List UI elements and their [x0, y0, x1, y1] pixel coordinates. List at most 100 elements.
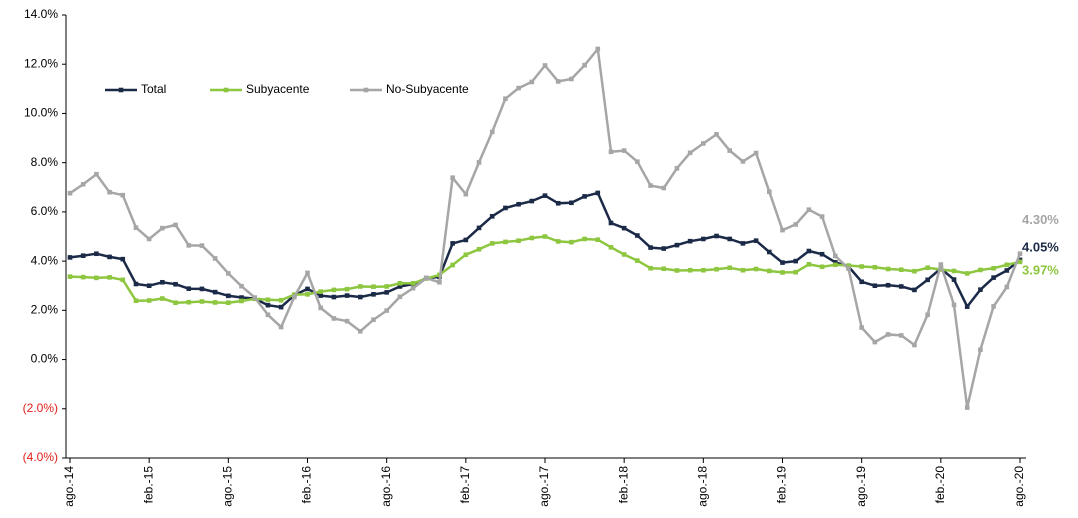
data-point	[450, 262, 455, 268]
data-point	[701, 236, 706, 242]
data-point	[925, 277, 930, 283]
data-point	[476, 246, 482, 252]
data-label: 4.05%	[1022, 239, 1059, 254]
data-point	[318, 289, 323, 294]
data-point	[819, 264, 825, 270]
data-point	[608, 149, 614, 155]
data-point	[753, 238, 759, 243]
data-point	[107, 275, 112, 280]
data-point	[978, 347, 983, 353]
data-point	[173, 300, 178, 306]
data-point	[740, 267, 746, 273]
data-point	[516, 201, 521, 207]
data-point	[160, 296, 165, 301]
legend-marker	[118, 87, 124, 93]
data-point	[292, 294, 297, 300]
y-tick-label: (4.0%)	[23, 450, 58, 464]
data-point	[819, 251, 825, 257]
data-point	[806, 207, 812, 212]
data-point	[239, 298, 244, 304]
x-tick-label: feb.-16	[300, 466, 314, 504]
data-point	[635, 233, 640, 238]
data-point	[701, 141, 706, 146]
data-point	[767, 268, 772, 274]
data-point	[846, 263, 851, 268]
data-point	[120, 256, 126, 262]
data-point	[608, 245, 614, 250]
data-point	[107, 254, 112, 260]
data-point	[489, 214, 495, 219]
data-point	[740, 241, 746, 246]
data-point	[146, 298, 152, 303]
data-point	[714, 132, 719, 137]
data-point	[595, 237, 601, 242]
data-point	[278, 324, 284, 330]
data-point	[1017, 259, 1023, 265]
data-point	[582, 236, 587, 242]
data-point	[793, 222, 798, 227]
data-point	[252, 295, 258, 300]
data-point	[727, 236, 733, 242]
data-point	[938, 267, 944, 272]
data-point	[80, 253, 86, 258]
data-point	[67, 190, 73, 196]
data-point	[740, 159, 746, 164]
data-point	[212, 300, 218, 305]
data-point	[714, 266, 719, 272]
data-point	[67, 255, 73, 260]
data-point	[489, 241, 495, 246]
data-point	[503, 205, 508, 211]
data-point	[357, 284, 363, 289]
data-point	[991, 275, 996, 280]
y-tick-label: 2.0%	[31, 303, 59, 317]
data-point	[186, 299, 192, 305]
data-point	[516, 85, 521, 91]
data-point	[542, 193, 548, 198]
x-tick-label: ago.-18	[696, 466, 710, 507]
data-point	[635, 159, 640, 164]
data-point	[331, 316, 337, 321]
data-point	[529, 235, 535, 241]
data-point	[780, 227, 785, 233]
data-point	[173, 222, 178, 228]
series-line	[69, 235, 1021, 304]
data-point	[450, 175, 455, 180]
data-point	[674, 242, 680, 248]
legend-label: No-Subyacente	[386, 82, 469, 96]
data-point	[384, 308, 389, 313]
data-point	[832, 262, 838, 268]
data-point	[94, 171, 99, 177]
data-point	[212, 256, 218, 261]
x-tick-label: feb.-20	[933, 466, 947, 504]
data-point	[648, 245, 653, 250]
data-point	[832, 253, 838, 259]
data-point	[318, 305, 323, 311]
data-point	[621, 252, 627, 257]
data-point	[859, 325, 864, 330]
data-point	[542, 234, 548, 239]
data-point	[951, 302, 957, 308]
legend-marker	[223, 87, 229, 93]
data-point	[635, 258, 640, 263]
data-point	[714, 233, 719, 239]
data-point	[265, 297, 271, 303]
data-point	[423, 275, 429, 281]
data-point	[938, 262, 944, 267]
y-tick-label: 14.0%	[24, 7, 58, 21]
x-tick-label: feb.-15	[141, 466, 155, 504]
data-point	[701, 267, 706, 273]
data-point	[476, 225, 482, 231]
data-point	[872, 264, 878, 270]
data-point	[859, 279, 864, 285]
y-tick-label: 10.0%	[24, 106, 58, 120]
data-point	[371, 284, 376, 290]
data-point	[555, 239, 561, 244]
data-point	[146, 236, 152, 242]
data-point	[331, 287, 337, 293]
data-point	[503, 96, 508, 101]
data-point	[555, 79, 561, 84]
x-tick-label: ago.-20	[1012, 466, 1026, 507]
data-point	[94, 275, 99, 281]
data-point	[226, 300, 231, 306]
